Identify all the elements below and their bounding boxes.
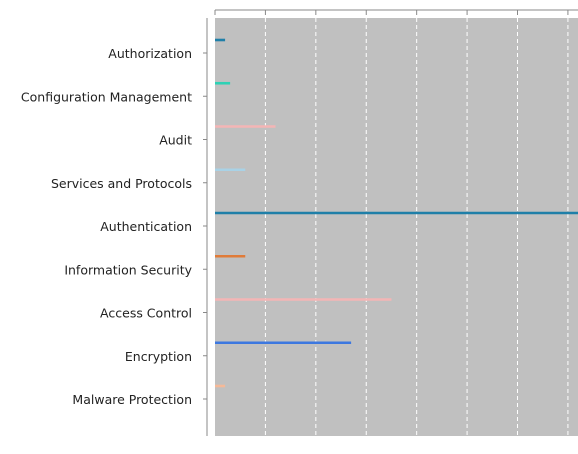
category-label-8: Encryption	[125, 349, 192, 364]
category-label-2: Configuration Management	[21, 89, 192, 104]
category-label-9: Malware Protection	[72, 392, 192, 407]
axes	[203, 9, 578, 436]
category-label-6: Information Security	[64, 262, 192, 277]
category-label-1: Authorization	[108, 46, 192, 61]
category-label-4: Services and Protocols	[51, 176, 192, 191]
category-label-3: Audit	[159, 133, 192, 148]
bars	[215, 38, 578, 388]
category-labels: Authorization Configuration Management Aud…	[21, 46, 193, 407]
plot-background	[215, 18, 578, 436]
category-label-5: Authentication	[100, 219, 192, 234]
category-label-7: Access Control	[100, 306, 192, 321]
